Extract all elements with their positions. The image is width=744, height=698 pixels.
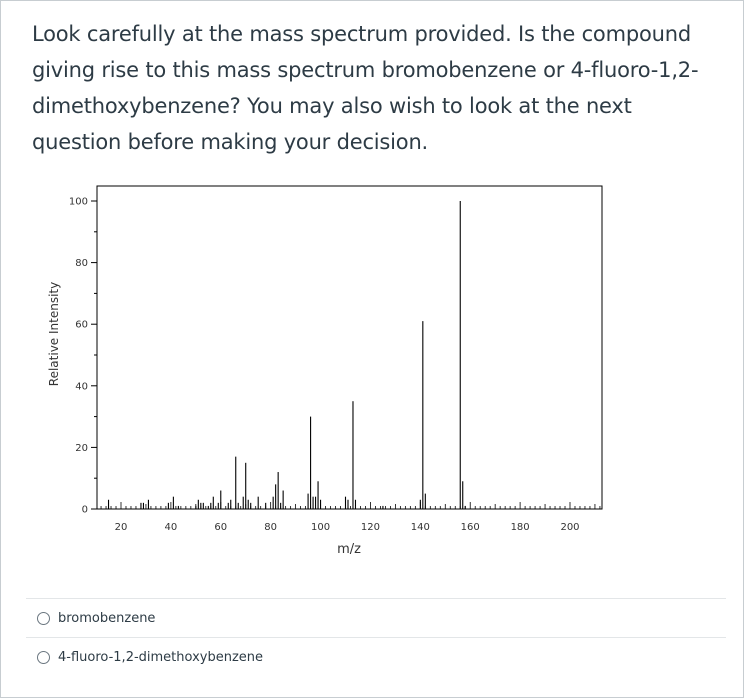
answer-option-fluoro-dimethoxybenzene[interactable]: 4-fluoro-1,2-dimethoxybenzene: [26, 637, 726, 676]
radio-button-icon[interactable]: [37, 611, 50, 625]
answer-label: bromobenzene: [58, 610, 156, 626]
x-tick-label: 60: [214, 522, 227, 533]
question-text: Look carefully at the mass spectrum prov…: [32, 22, 699, 154]
y-tick-label: 60: [75, 320, 88, 331]
x-tick-label: 160: [461, 522, 480, 533]
y-tick-label: 20: [75, 443, 88, 454]
x-tick-label: 100: [311, 522, 330, 533]
x-axis-label: m/z: [337, 542, 361, 557]
answer-label: 4-fluoro-1,2-dimethoxybenzene: [58, 649, 264, 665]
x-tick-label: 80: [264, 522, 277, 533]
x-tick-label: 180: [511, 522, 530, 533]
y-tick-label: 100: [69, 197, 88, 208]
x-tick-label: 40: [165, 522, 178, 533]
plot-frame: [96, 185, 603, 510]
x-tick-label: 120: [361, 522, 380, 533]
x-tick-label: 20: [115, 522, 128, 533]
y-tick-label: 40: [75, 381, 88, 392]
x-tick-label: 200: [560, 522, 579, 533]
answer-list: bromobenzene 4-fluoro-1,2-dimethoxybenze…: [26, 598, 726, 676]
y-tick-label: 0: [82, 505, 88, 516]
x-tick-label: 140: [411, 522, 430, 533]
radio-button-icon[interactable]: [37, 650, 50, 664]
y-axis-label: Relative Intensity: [47, 282, 61, 386]
answer-option-bromobenzene[interactable]: bromobenzene: [26, 598, 726, 637]
y-tick-label: 80: [75, 258, 88, 269]
